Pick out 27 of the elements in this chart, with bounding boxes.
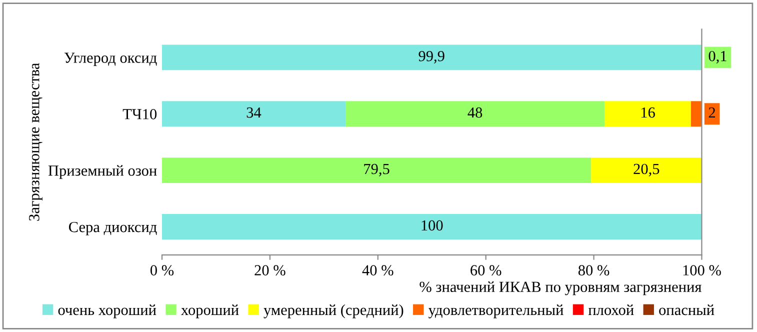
x-tick-label: 0 %: [150, 265, 174, 276]
legend-label: плохой: [588, 304, 634, 316]
y-tick-label: Углерод оксид: [64, 52, 157, 66]
y-tick-label: Приземный озон: [48, 165, 157, 179]
x-tick-label: 40 %: [362, 265, 394, 276]
y-tick-label: Сера диоксид: [69, 222, 157, 236]
y-tick-label: ТЧ10: [122, 109, 157, 120]
data-label: 0,1: [708, 50, 726, 64]
legend-label: умеренный (средний): [264, 304, 404, 318]
data-label: 34: [246, 107, 262, 118]
legend-label: удовлетворительный: [428, 304, 564, 318]
legend-label: опасный: [659, 304, 714, 316]
data-label: 16: [641, 107, 655, 118]
y-axis-title: Загрязняющие вещества: [29, 62, 42, 221]
data-label: 48: [468, 107, 482, 118]
x-axis-title: % значений ИКАВ по уровням загрязнения: [420, 281, 702, 296]
data-label: 20,5: [634, 164, 660, 176]
data-label: 99,9: [418, 50, 444, 64]
data-label: 79,5: [364, 164, 390, 176]
data-label: 2: [708, 107, 716, 118]
x-tick-label: 80 %: [578, 265, 610, 276]
x-tick-label: 100 %: [683, 265, 721, 276]
legend-label: очень хороший: [58, 304, 156, 318]
data-label: 100: [422, 220, 443, 231]
legend-label: хороший: [181, 304, 239, 318]
x-tick-label: 20 %: [254, 265, 286, 276]
x-tick-label: 60 %: [470, 265, 502, 276]
